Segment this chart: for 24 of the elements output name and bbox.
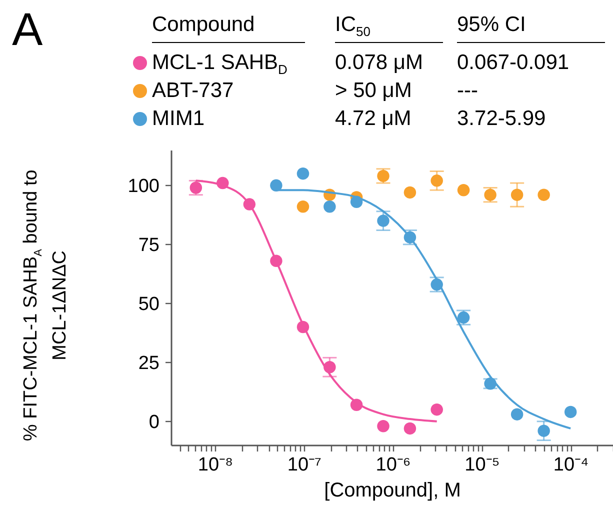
text: 0.078 μM [335, 50, 423, 76]
text: > 50 μM [335, 78, 412, 104]
y-tick-label: 25 [138, 352, 160, 374]
y-tick-label: 100 [128, 176, 160, 197]
text: Compound [152, 12, 305, 43]
y-tick-label: 50 [138, 294, 160, 315]
legend-label: MIM1 [152, 106, 204, 132]
legend-label: ABT-737 [152, 78, 234, 104]
chart-title: A [12, 2, 43, 56]
x-axis-title: [Compound], M [324, 480, 461, 502]
legend-label: MCL-1 SAHB$_{D}$ [152, 51, 288, 78]
y-tick-label: 0 [148, 412, 160, 433]
text: IC$_{50}$ [335, 12, 443, 43]
x-tick-label: 10⁻⁷ [287, 454, 322, 476]
text: 95% CI [457, 12, 605, 43]
x-tick-label: 10⁻⁶ [376, 454, 411, 476]
text: 0.067-0.091 [457, 50, 570, 76]
x-tick-label: 10⁻⁵ [464, 454, 500, 476]
y-tick-label: 75 [138, 234, 160, 256]
x-tick-label: 10⁻⁸ [198, 454, 234, 476]
text: --- [457, 78, 478, 104]
text: 3.72-5.99 [457, 106, 546, 132]
text: 4.72 μM [335, 106, 412, 132]
x-tick-label: 10⁻⁴ [553, 454, 589, 476]
